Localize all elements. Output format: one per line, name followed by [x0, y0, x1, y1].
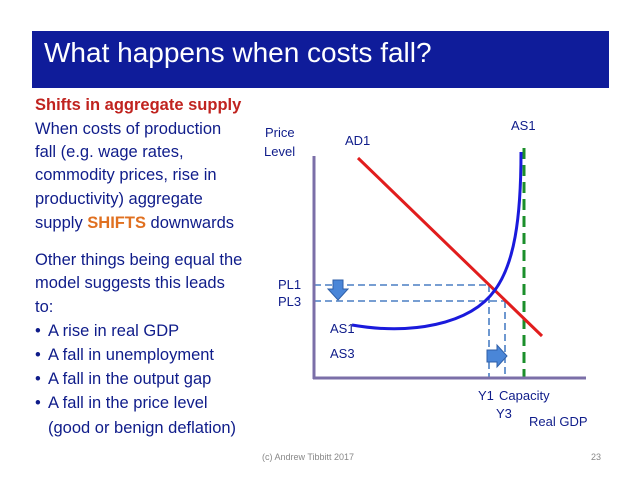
- para1-prefix: supply: [35, 214, 88, 232]
- para1-line-4: productivity) aggregate: [35, 190, 203, 208]
- y-axis-label-level: Level: [264, 144, 296, 159]
- footer-credit: (c) Andrew Tibbitt 2017: [262, 452, 355, 462]
- as-curve: [351, 151, 523, 331]
- y1-label: Y1: [478, 388, 494, 403]
- para1-line-1: When costs of production: [35, 120, 222, 138]
- as3-label: AS3: [330, 346, 355, 361]
- bullet-item: A fall in the price level: [35, 392, 208, 415]
- para2-line-2: model suggests this leads: [35, 274, 225, 292]
- x-axis-label: Real GDP: [529, 414, 588, 429]
- as1-top-label: AS1: [511, 118, 536, 133]
- ad1-label: AD1: [345, 133, 371, 148]
- y3-label: Y3: [496, 406, 512, 421]
- output-rise-arrow: [486, 343, 508, 369]
- price-fall-arrow: [326, 279, 350, 301]
- bullet-item: A fall in the output gap: [35, 368, 211, 391]
- para2-line-1: Other things being equal the: [35, 251, 243, 269]
- ad-curve: [356, 156, 544, 338]
- pl1-label: PL1: [278, 277, 302, 292]
- para2-line-3: to:: [35, 298, 54, 316]
- as1-label: AS1: [330, 321, 355, 336]
- bullet-continuation: (good or benign deflation): [48, 419, 237, 437]
- page-number: 23: [591, 452, 602, 462]
- shifts-highlight: SHIFTS: [87, 214, 146, 232]
- bullet-item: A fall in unemployment: [35, 344, 214, 367]
- para1-line-3: commodity prices, rise in: [35, 166, 217, 184]
- bullet-item: A rise in real GDP: [35, 320, 179, 343]
- y-axis-label-price: Price: [265, 125, 295, 140]
- slide-title: What happens when costs fall?: [44, 37, 432, 68]
- para1-line-5: supply SHIFTS downwards: [35, 212, 234, 235]
- section-heading: Shifts in aggregate supply: [35, 96, 242, 114]
- title-bar: [32, 31, 609, 88]
- para1-line-2: fall (e.g. wage rates,: [35, 143, 184, 161]
- para1-suffix: downwards: [145, 214, 234, 232]
- pl3-label: PL3: [278, 294, 302, 309]
- capacity-label: Capacity: [499, 388, 550, 403]
